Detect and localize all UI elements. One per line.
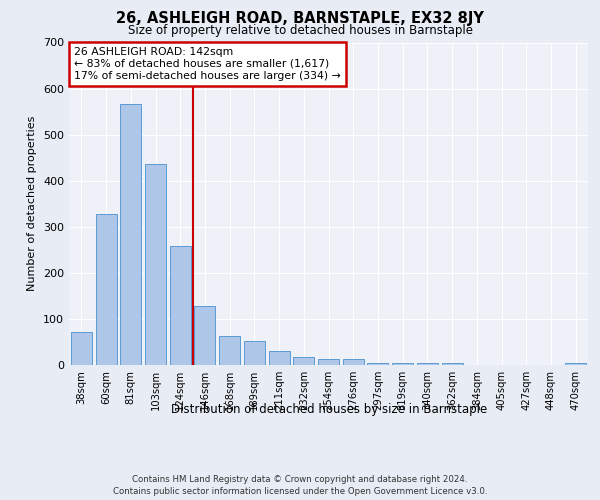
Bar bbox=[145, 164, 166, 365]
Bar bbox=[367, 362, 388, 365]
Bar bbox=[565, 362, 586, 365]
Bar bbox=[219, 336, 240, 365]
Text: Distribution of detached houses by size in Barnstaple: Distribution of detached houses by size … bbox=[170, 402, 487, 415]
Text: 26 ASHLEIGH ROAD: 142sqm
← 83% of detached houses are smaller (1,617)
17% of sem: 26 ASHLEIGH ROAD: 142sqm ← 83% of detach… bbox=[74, 48, 341, 80]
Bar bbox=[95, 214, 116, 365]
Text: Contains HM Land Registry data © Crown copyright and database right 2024.
Contai: Contains HM Land Registry data © Crown c… bbox=[113, 474, 487, 496]
Y-axis label: Number of detached properties: Number of detached properties bbox=[28, 116, 37, 292]
Bar bbox=[170, 246, 191, 365]
Text: Size of property relative to detached houses in Barnstaple: Size of property relative to detached ho… bbox=[128, 24, 473, 37]
Text: 26, ASHLEIGH ROAD, BARNSTAPLE, EX32 8JY: 26, ASHLEIGH ROAD, BARNSTAPLE, EX32 8JY bbox=[116, 11, 484, 26]
Bar bbox=[120, 104, 141, 365]
Bar bbox=[244, 341, 265, 365]
Bar bbox=[343, 360, 364, 365]
Bar bbox=[417, 363, 438, 365]
Bar bbox=[71, 332, 92, 365]
Bar bbox=[269, 351, 290, 365]
Bar bbox=[194, 306, 215, 365]
Bar bbox=[318, 360, 339, 365]
Bar bbox=[392, 362, 413, 365]
Bar bbox=[442, 363, 463, 365]
Bar bbox=[293, 357, 314, 365]
